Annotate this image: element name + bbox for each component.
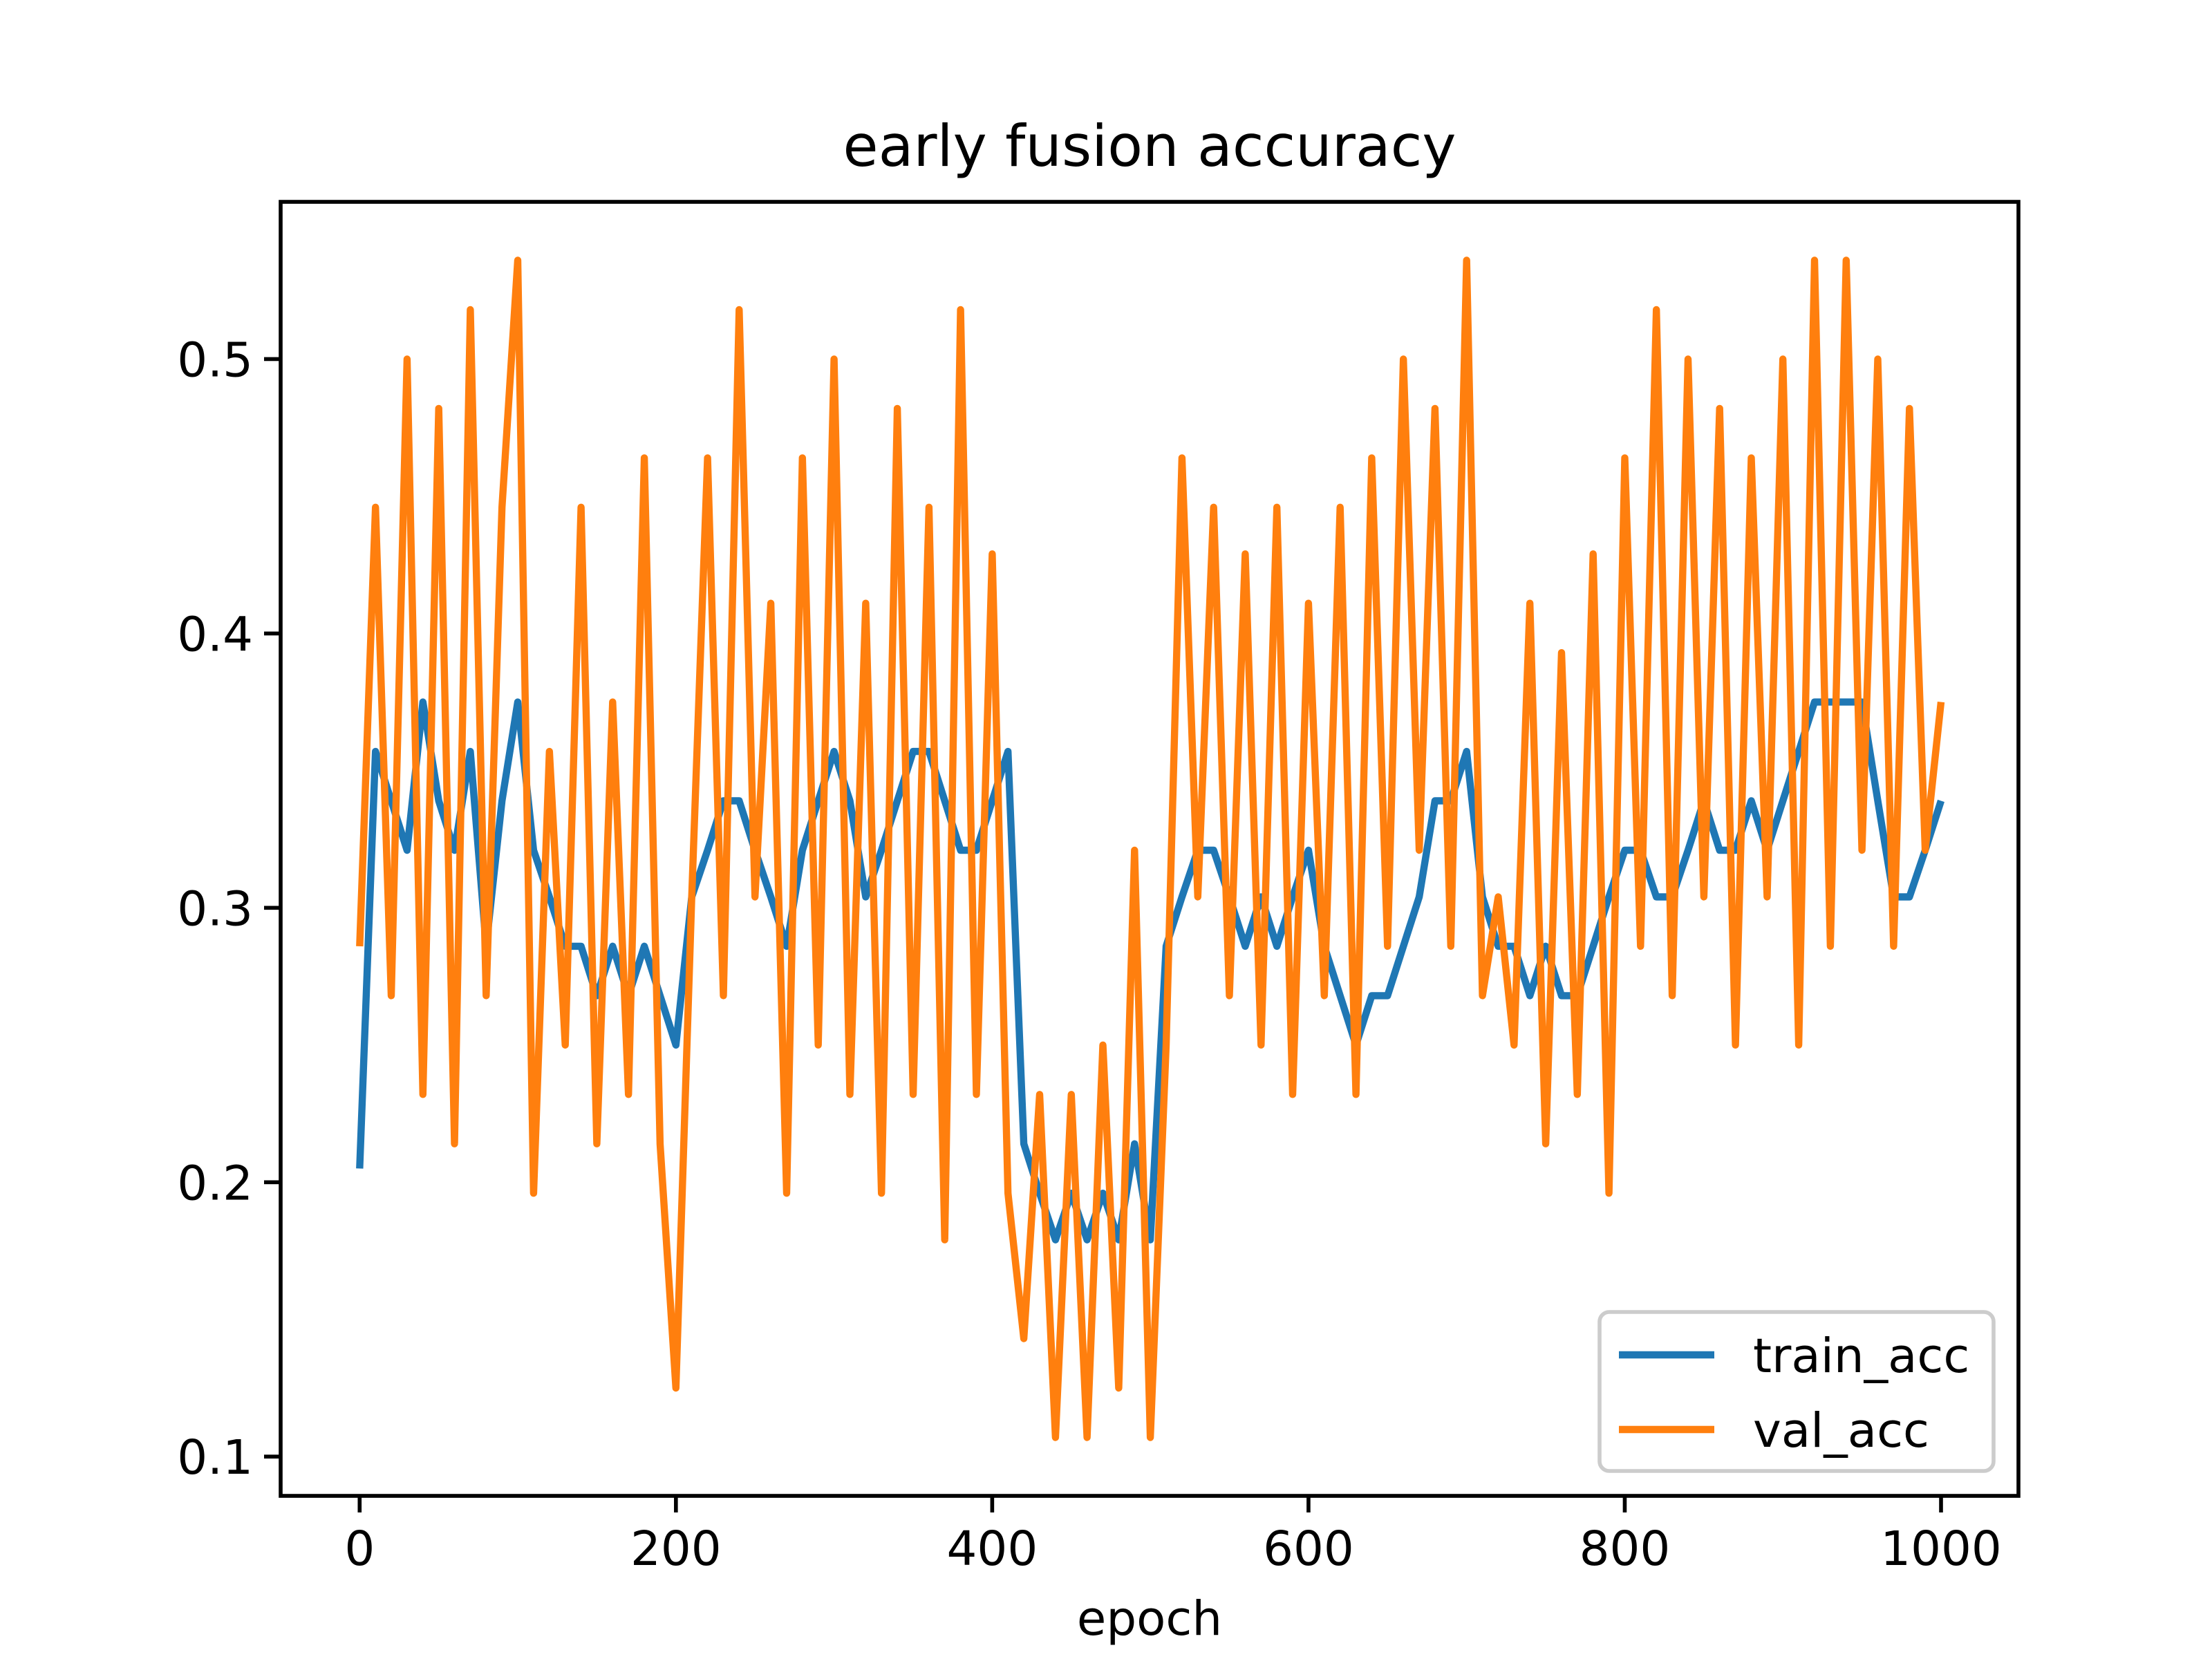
x-tick-label: 600 [1263, 1521, 1354, 1577]
legend-label: val_acc [1753, 1403, 1929, 1459]
x-axis-label: epoch [1077, 1591, 1222, 1647]
x-tick-label: 1000 [1880, 1521, 2002, 1577]
x-tick-label: 0 [344, 1521, 375, 1577]
series-line [356, 256, 1945, 1441]
y-tick-label: 0.4 [177, 607, 253, 662]
y-tick-label: 0.3 [177, 881, 253, 937]
x-tick-label: 200 [630, 1521, 722, 1577]
y-tick-label: 0.2 [177, 1156, 253, 1211]
legend-label: train_acc [1753, 1329, 1969, 1384]
y-tick-label: 0.5 [177, 332, 253, 388]
plot-frame [279, 200, 2021, 1498]
x-tick-label: 800 [1580, 1521, 1671, 1577]
y-tick-label: 0.1 [177, 1430, 253, 1485]
chart-title: early fusion accuracy [843, 113, 1456, 180]
x-tick-label: 400 [947, 1521, 1038, 1577]
